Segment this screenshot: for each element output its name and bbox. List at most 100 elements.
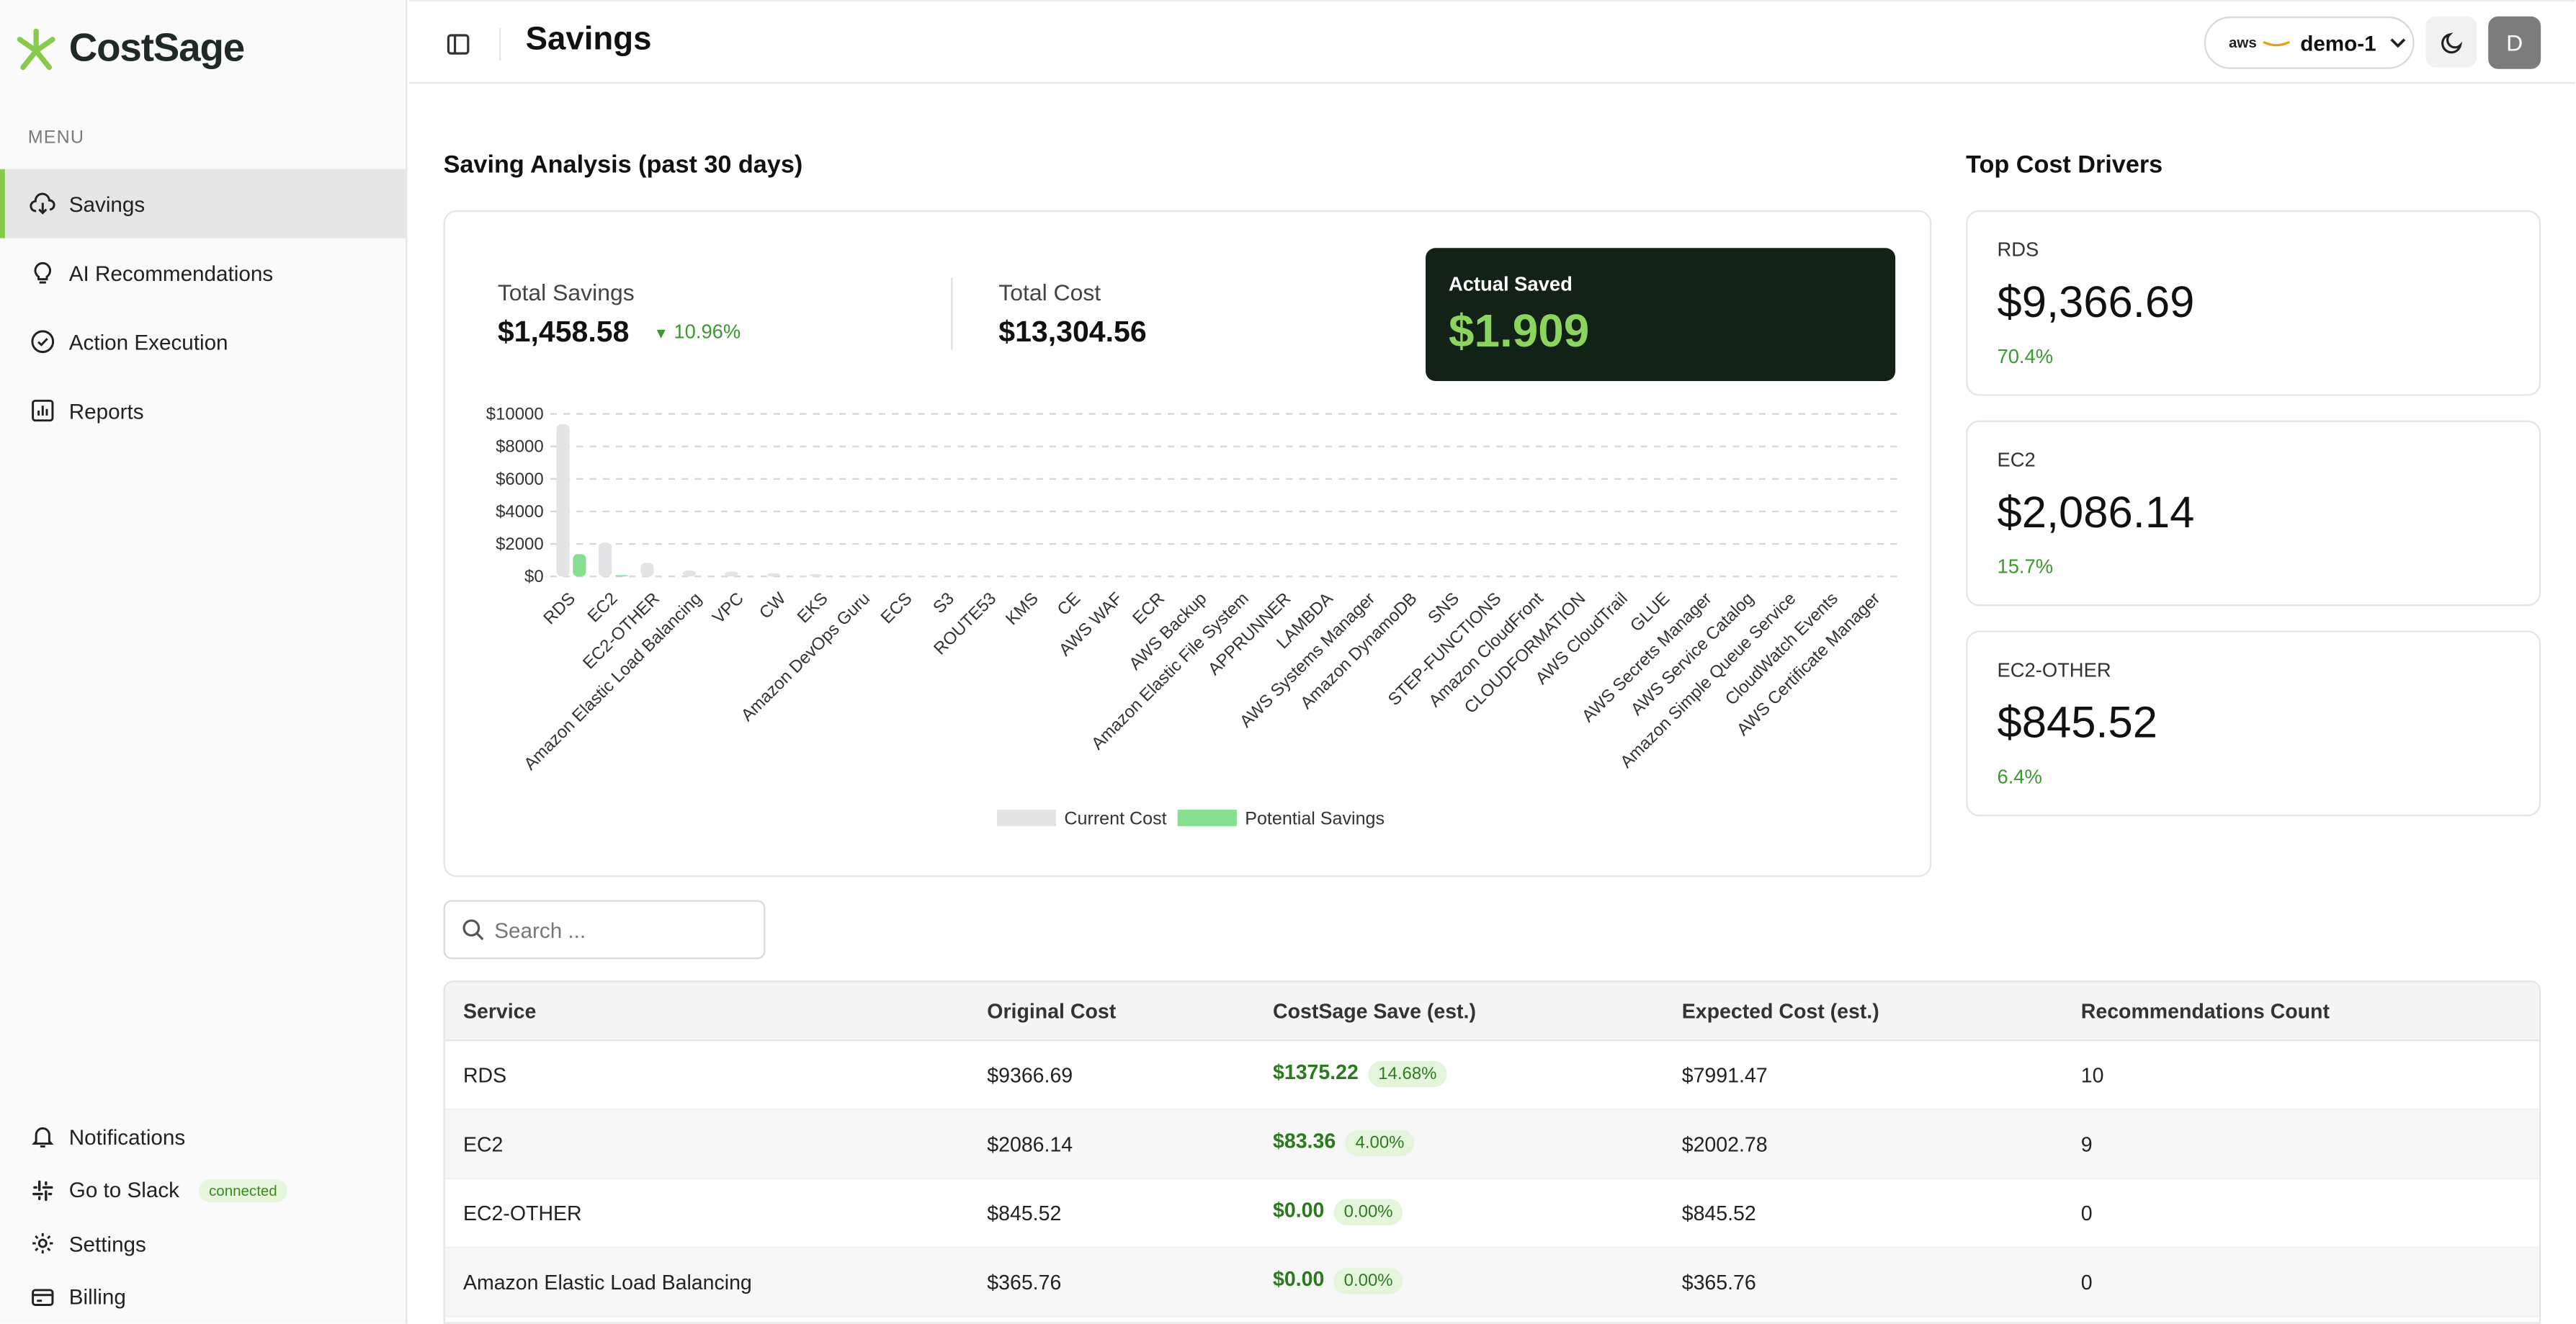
y-tick-label: $2000 bbox=[496, 534, 544, 554]
sidebar-item-ai-recommendations[interactable]: AI Recommendations bbox=[0, 238, 407, 308]
x-tick-label: CW bbox=[756, 589, 790, 623]
legend-swatch-current-cost bbox=[996, 810, 1057, 826]
total-savings-value: $1,458.58 bbox=[497, 315, 630, 349]
driver-card-ec2[interactable]: EC2 $2,086.14 15.7% bbox=[1966, 420, 2541, 607]
theme-toggle-button[interactable] bbox=[2425, 16, 2477, 68]
save-amount: $0.00 bbox=[1273, 1268, 1325, 1292]
search-icon bbox=[462, 919, 484, 941]
check-circle-icon bbox=[31, 330, 55, 354]
x-tick-label: VPC bbox=[709, 589, 748, 627]
actual-saved-value: $1.909 bbox=[1448, 305, 1590, 357]
column-header-original-cost[interactable]: Original Cost bbox=[987, 1000, 1117, 1024]
total-savings-change: ▼ 10.96% bbox=[653, 321, 741, 344]
save-pct-badge: 0.00% bbox=[1334, 1199, 1403, 1225]
save-amount: $83.36 bbox=[1273, 1130, 1336, 1153]
column-header-costsage-save[interactable]: CostSage Save (est.) bbox=[1273, 1000, 1476, 1024]
column-header-expected-cost[interactable]: Expected Cost (est.) bbox=[1681, 1000, 1879, 1024]
search-box[interactable] bbox=[443, 900, 766, 960]
driver-card-ec2-other[interactable]: EC2-OTHER $845.52 6.4% bbox=[1966, 630, 2541, 817]
cell-save: $0.00 0.00% bbox=[1273, 1199, 1403, 1225]
column-header-recommendations-count[interactable]: Recommendations Count bbox=[2080, 1000, 2330, 1024]
y-tick-label: $4000 bbox=[496, 502, 544, 522]
brand[interactable]: CostSage bbox=[13, 26, 245, 72]
slack-status-badge: connected bbox=[199, 1178, 287, 1202]
cell-service: EC2 bbox=[462, 1133, 504, 1157]
bar-current-cost bbox=[809, 573, 823, 577]
cell-service: Amazon Elastic Load Balancing bbox=[462, 1271, 752, 1294]
sidebar-item-label: Notifications bbox=[68, 1124, 186, 1150]
table-row[interactable]: RDS $9366.69 $1375.22 14.68% $7991.47 10 bbox=[444, 1042, 2539, 1111]
slack-icon bbox=[32, 1180, 53, 1201]
actual-saved-box: Actual Saved $1.909 bbox=[1426, 248, 1896, 381]
bar-current-cost bbox=[556, 424, 570, 577]
cell-recommendations-count: 10 bbox=[2080, 1064, 2104, 1088]
cell-recommendations-count: 9 bbox=[2080, 1133, 2093, 1157]
total-cost-value: $13,304.56 bbox=[998, 315, 1147, 349]
y-tick-label: $8000 bbox=[496, 437, 544, 457]
save-pct-badge: 0.00% bbox=[1334, 1268, 1403, 1294]
credit-card-icon bbox=[32, 1288, 54, 1306]
total-cost-label: Total Cost bbox=[998, 279, 1101, 306]
driver-name: EC2-OTHER bbox=[1997, 658, 2111, 682]
sidebar-item-billing[interactable]: Billing bbox=[0, 1271, 407, 1324]
cell-service: EC2-OTHER bbox=[462, 1202, 582, 1225]
sidebar-item-slack[interactable]: Go to Slack connected bbox=[0, 1163, 407, 1217]
bar-current-cost bbox=[640, 563, 654, 577]
total-savings-change-value: 10.96% bbox=[674, 320, 741, 344]
cell-expected-cost: $845.52 bbox=[1681, 1202, 1756, 1225]
table-row[interactable]: EC2 $2086.14 $83.36 4.00% $2002.78 9 bbox=[444, 1110, 2539, 1180]
driver-card-rds[interactable]: RDS $9,366.69 70.4% bbox=[1966, 210, 2541, 396]
x-tick-label: EC2 bbox=[583, 589, 621, 626]
bar-current-cost bbox=[682, 571, 697, 577]
sidebar-toggle-icon[interactable] bbox=[442, 28, 475, 61]
moon-icon bbox=[2440, 32, 2461, 53]
cell-save: $1375.22 14.68% bbox=[1273, 1060, 1447, 1088]
legend-label-current-cost: Current Cost bbox=[1064, 809, 1166, 829]
account-name: demo-1 bbox=[2300, 30, 2376, 55]
bar-current-cost bbox=[598, 542, 612, 577]
sidebar-item-label: AI Recommendations bbox=[68, 260, 274, 285]
lightbulb-icon bbox=[34, 261, 52, 284]
table-row[interactable]: EC2-OTHER $845.52 $0.00 0.00% $845.52 0 bbox=[444, 1179, 2539, 1248]
driver-pct: 70.4% bbox=[1997, 344, 2054, 368]
total-savings-label: Total Savings bbox=[497, 279, 635, 306]
driver-name: RDS bbox=[1997, 238, 2039, 261]
page-title: Savings bbox=[525, 21, 652, 58]
menu-label: MENU bbox=[27, 128, 85, 148]
drivers-title: Top Cost Drivers bbox=[1966, 151, 2163, 179]
driver-value: $9,366.69 bbox=[1997, 277, 2195, 327]
save-amount: $1375.22 bbox=[1273, 1060, 1359, 1084]
sidebar-item-label: Go to Slack bbox=[68, 1178, 179, 1203]
search-input[interactable] bbox=[494, 917, 741, 942]
analysis-title: Saving Analysis (past 30 days) bbox=[443, 151, 803, 179]
cell-save: $83.36 4.00% bbox=[1273, 1130, 1415, 1157]
x-tick-label: EKS bbox=[794, 589, 832, 627]
x-tick-label: KMS bbox=[1002, 589, 1042, 629]
cell-original-cost: $365.76 bbox=[987, 1271, 1062, 1294]
actual-saved-label: Actual Saved bbox=[1448, 272, 1573, 296]
cell-original-cost: $845.52 bbox=[987, 1202, 1062, 1225]
sidebar-item-action-execution[interactable]: Action Execution bbox=[0, 307, 407, 376]
driver-pct: 6.4% bbox=[1997, 765, 2042, 789]
legend-label-potential-savings: Potential Savings bbox=[1245, 809, 1385, 829]
driver-value: $2,086.14 bbox=[1997, 488, 2195, 537]
sidebar-item-label: Reports bbox=[68, 398, 144, 424]
x-tick-label: CE bbox=[1054, 589, 1085, 619]
account-select[interactable]: aws demo-1 bbox=[2204, 16, 2415, 69]
sidebar-item-label: Action Execution bbox=[68, 329, 228, 354]
sidebar-item-savings[interactable]: Savings bbox=[0, 169, 408, 238]
sidebar-item-reports[interactable]: Reports bbox=[0, 376, 407, 445]
cell-expected-cost: $365.76 bbox=[1681, 1271, 1756, 1294]
cell-original-cost: $2086.14 bbox=[987, 1133, 1073, 1157]
cell-save: $0.00 0.00% bbox=[1273, 1268, 1403, 1294]
sidebar-item-notifications[interactable]: Notifications bbox=[0, 1110, 407, 1163]
sidebar-item-settings[interactable]: Settings bbox=[0, 1217, 407, 1270]
user-avatar[interactable]: D bbox=[2488, 16, 2541, 69]
y-tick-label: $6000 bbox=[496, 470, 544, 489]
saving-analysis-card: Total Savings $1,458.58 ▼ 10.96% Total C… bbox=[443, 210, 1932, 877]
column-header-service[interactable]: Service bbox=[462, 1000, 537, 1024]
x-tick-label: S3 bbox=[929, 589, 958, 617]
table-row[interactable]: Amazon Elastic Load Balancing $365.76 $0… bbox=[444, 1248, 2539, 1318]
top-header: Savings aws demo-1 D bbox=[408, 0, 2576, 84]
